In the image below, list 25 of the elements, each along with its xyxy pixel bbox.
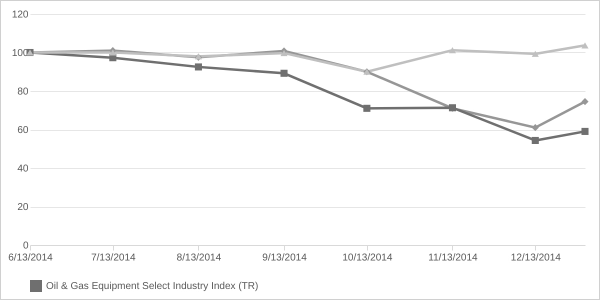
x-tick-label: 10/13/2014 bbox=[342, 252, 393, 264]
y-tick-label: 80 bbox=[17, 86, 29, 98]
point bbox=[532, 136, 539, 144]
y-tick-label: 60 bbox=[17, 125, 29, 136]
point bbox=[581, 98, 589, 106]
y-tick-label: 0 bbox=[22, 240, 29, 252]
point bbox=[581, 42, 589, 48]
point bbox=[280, 70, 288, 77]
point bbox=[194, 63, 202, 70]
x-tick-label: 8/13/2014 bbox=[176, 252, 222, 264]
point bbox=[532, 50, 539, 57]
point bbox=[280, 50, 288, 56]
y-tick-label: 40 bbox=[17, 164, 29, 174]
x-tick-label: 11/13/2014 bbox=[428, 252, 478, 264]
legend-label: Oil & Gas Equipment Select Industry Index (TR) bbox=[46, 281, 258, 292]
point bbox=[363, 104, 370, 112]
x-tick-label: 6/13/2014 bbox=[8, 252, 54, 264]
x-tick-label: 7/13/2014 bbox=[91, 252, 136, 264]
x-tick-label: 12/13/2014 bbox=[510, 252, 562, 264]
point bbox=[532, 124, 539, 132]
y-tick-label: 120 bbox=[12, 10, 29, 20]
x-tick-label: 9/13/2014 bbox=[262, 252, 308, 264]
y-tick-label: 20 bbox=[17, 202, 29, 213]
point bbox=[448, 47, 456, 54]
point bbox=[581, 128, 589, 135]
